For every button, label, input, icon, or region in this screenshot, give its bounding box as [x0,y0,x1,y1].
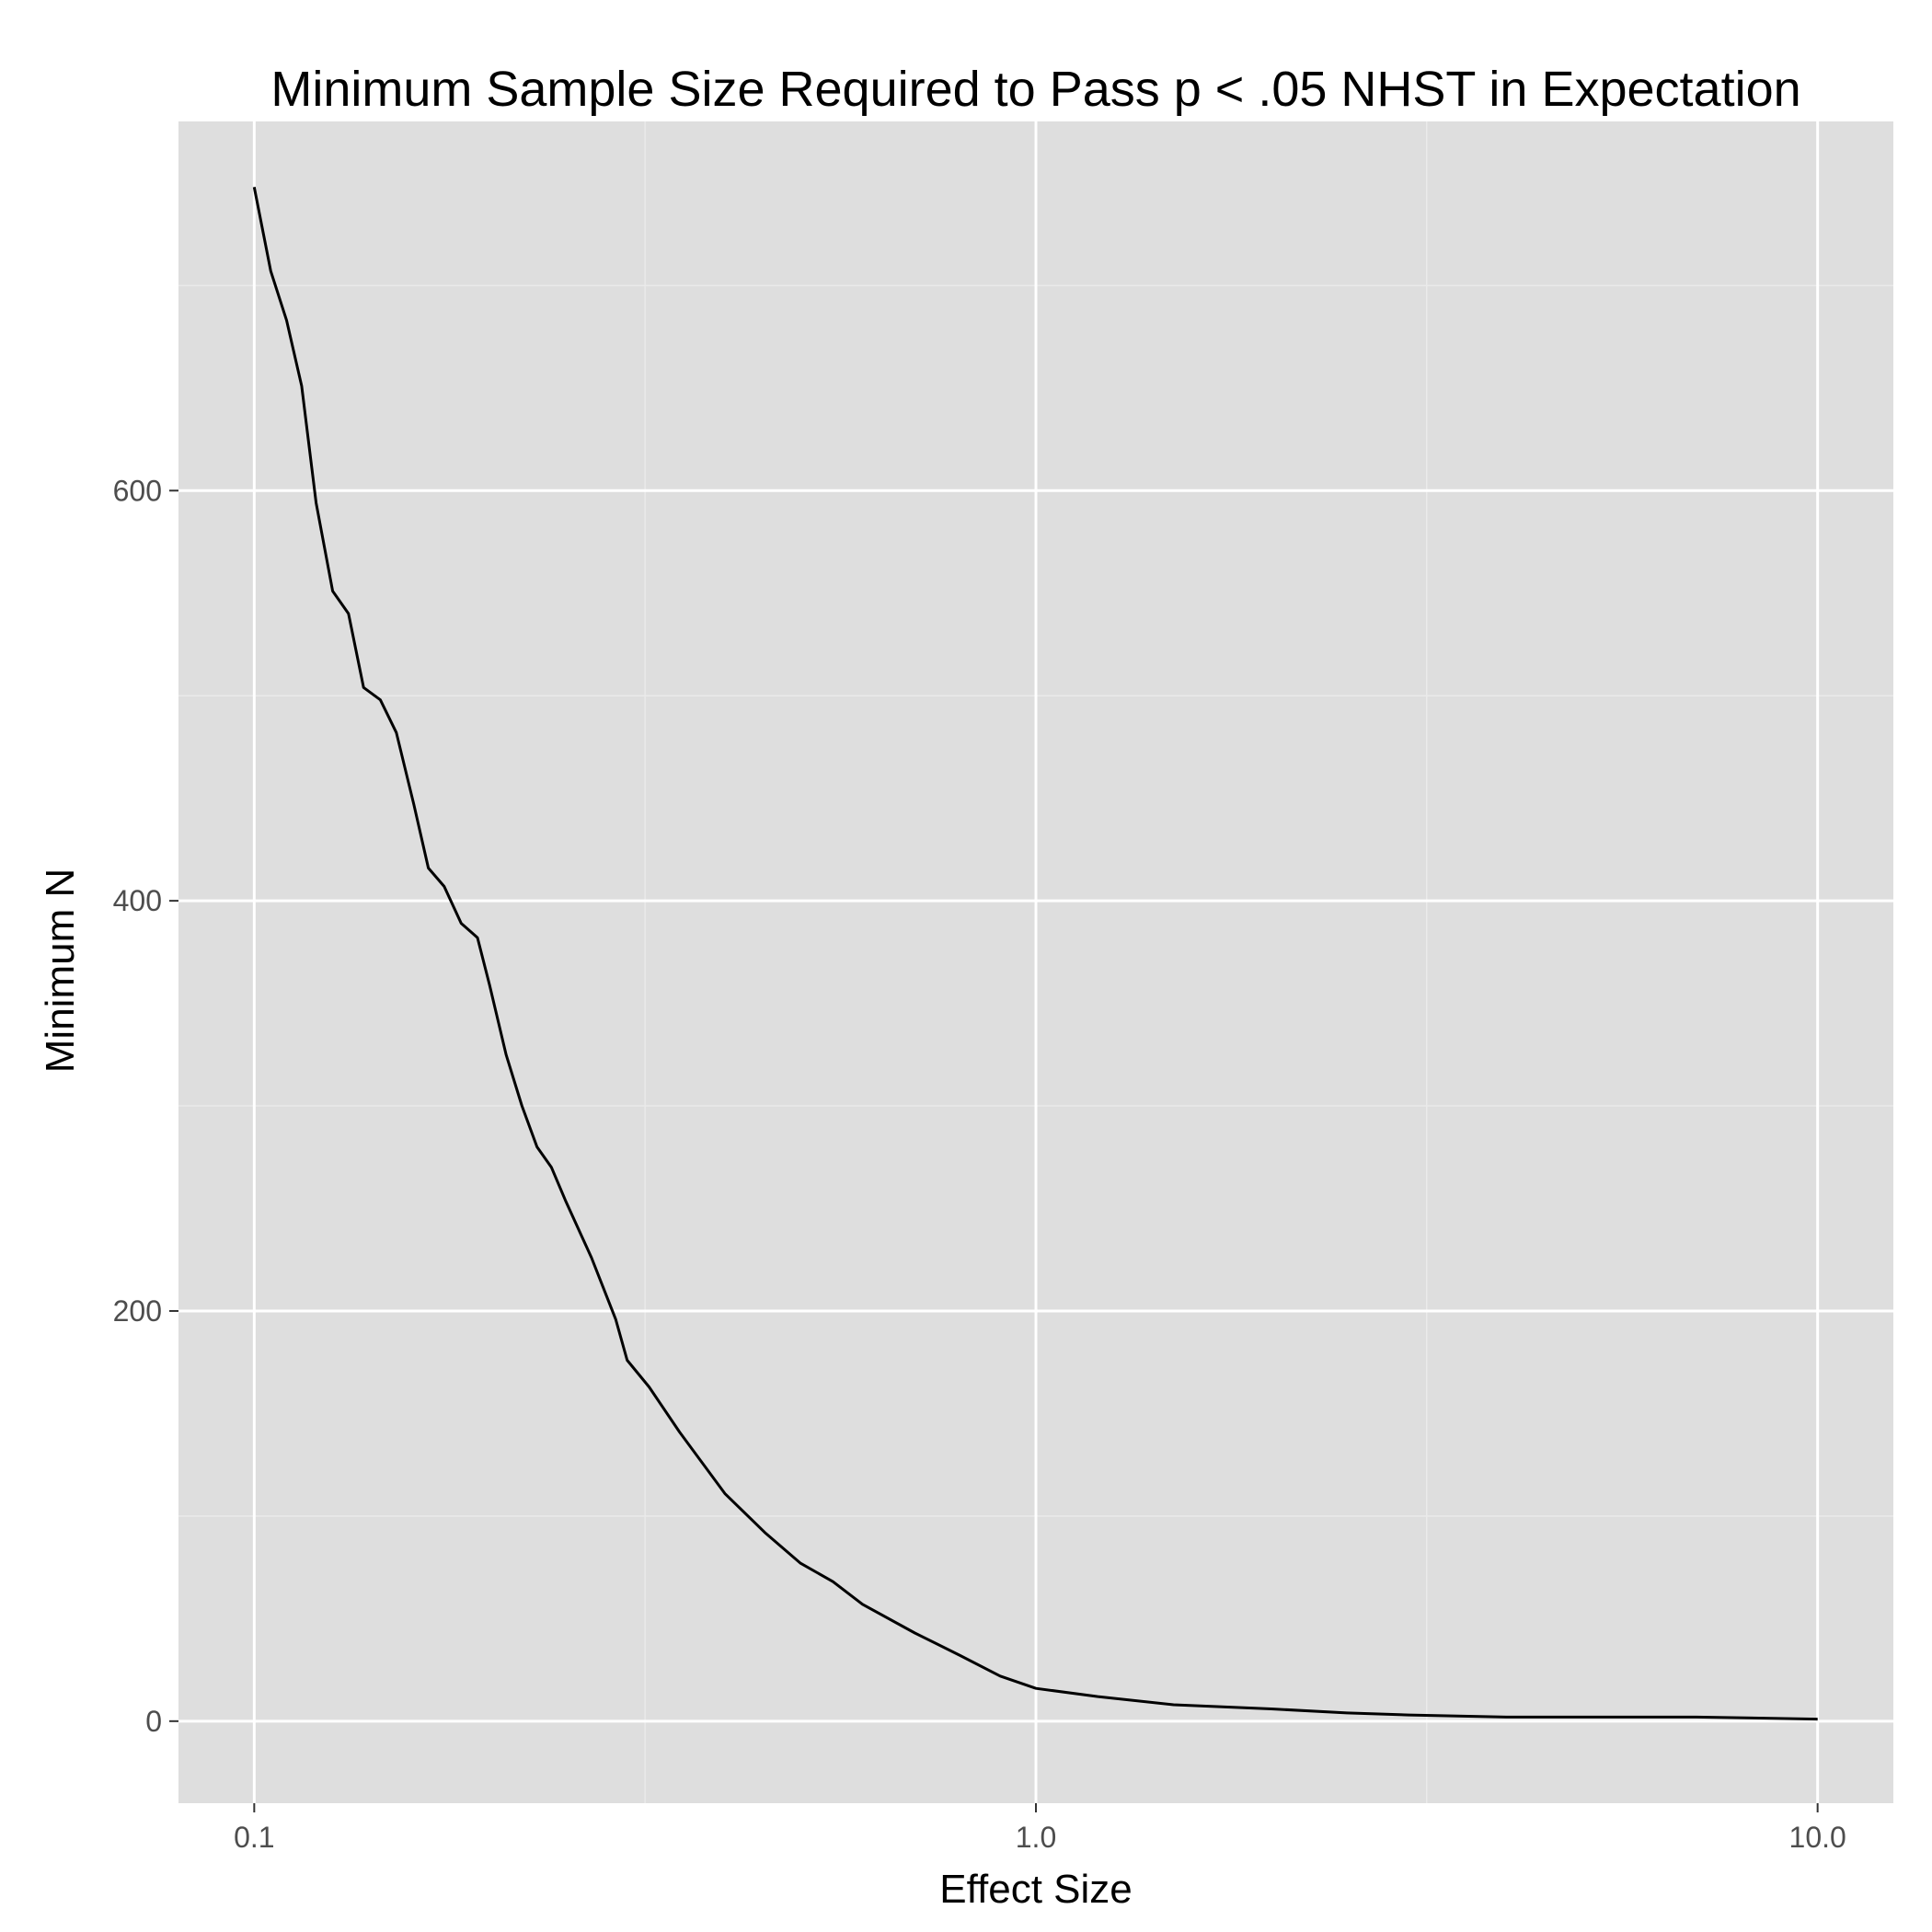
y-axis: 0 200 400 600 [113,474,178,1738]
x-tick-label: 10.0 [1789,1821,1846,1854]
x-tick-label: 1.0 [1016,1821,1056,1854]
chart-title: Minimum Sample Size Required to Pass p <… [270,62,1800,117]
y-tick-label: 400 [113,884,162,917]
x-axis-title: Effect Size [939,1867,1133,1912]
x-tick-label: 0.1 [234,1821,274,1854]
y-tick-label: 600 [113,474,162,507]
y-tick-label: 200 [113,1294,162,1328]
x-axis: 0.1 1.0 10.0 [234,1803,1846,1854]
y-axis-title: Minimum N [38,868,83,1073]
major-grid [178,121,1893,1803]
series-layer [252,187,1818,1721]
series-line [252,187,1818,1721]
y-tick-label: 0 [145,1705,162,1738]
